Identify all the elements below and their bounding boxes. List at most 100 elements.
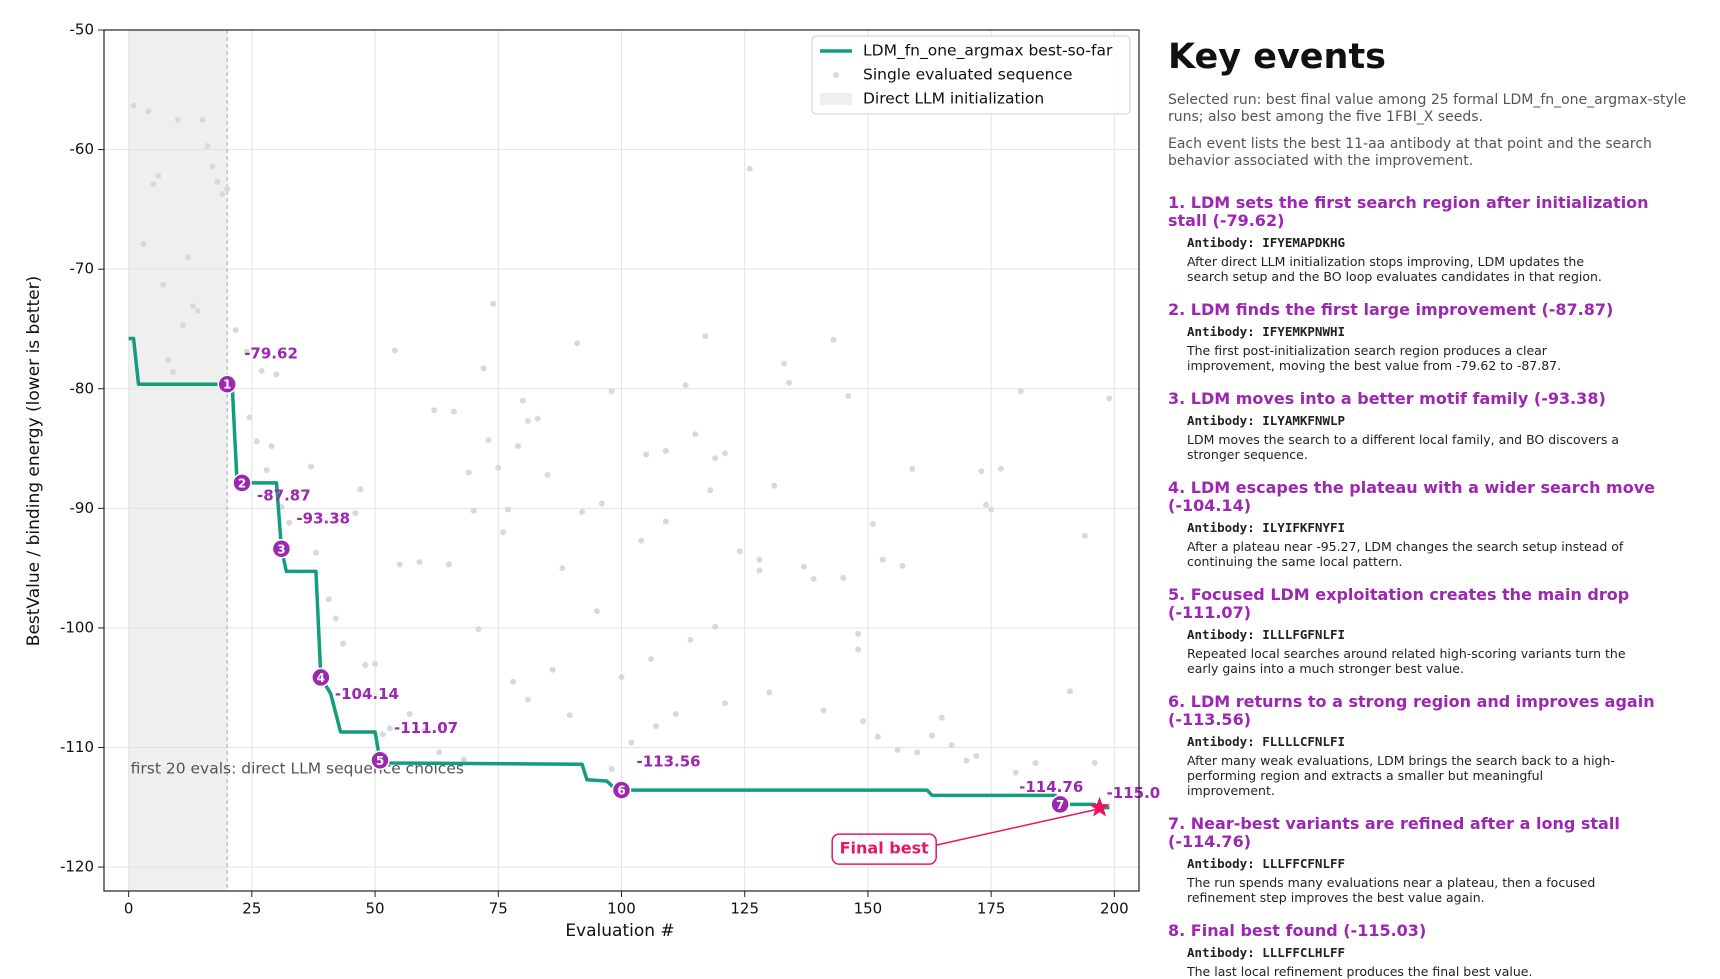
sample-point [406, 711, 413, 718]
event-value-label: -87.87 [257, 486, 311, 504]
sample-point [707, 487, 714, 494]
sample-point [214, 178, 221, 185]
panel-title: Key events [1168, 37, 1387, 77]
sample-point [450, 408, 457, 415]
y-tick-label: -120 [60, 858, 94, 876]
sample-point [184, 254, 191, 261]
sample-point [800, 563, 807, 570]
chart: Evaluation # BestValue / binding energy … [24, 21, 1160, 942]
sample-point [325, 596, 332, 603]
event-item: 8. Final best found (-115.03) Antibody: L… [1168, 922, 1713, 979]
sample-point [638, 537, 645, 544]
sample-point [357, 486, 364, 493]
event-value-label: -93.38 [296, 509, 350, 527]
sample-point [391, 347, 398, 354]
legend-label: Single evaluated sequence [863, 66, 1073, 84]
sample-point [830, 336, 837, 343]
sample-point [446, 561, 452, 568]
sample-point [352, 510, 359, 517]
intro-text: Selected run: best final value among 25 … [1168, 92, 1687, 125]
event-number: 6 [617, 784, 625, 798]
sample-point [702, 333, 709, 340]
sample-point [988, 506, 995, 513]
y-tick-label: -70 [70, 260, 95, 278]
sample-point [899, 562, 906, 569]
event-item: 5. Focused LDM exploitation creates the … [1168, 586, 1713, 677]
sample-point [879, 556, 886, 563]
sample-point [771, 482, 778, 489]
sample-point [722, 700, 728, 707]
sample-point [160, 281, 167, 288]
sample-point [756, 567, 763, 574]
sample-point [436, 749, 443, 756]
x-tick-label: 175 [977, 900, 1006, 918]
event-marker [1050, 794, 1070, 815]
sample-point [340, 640, 347, 647]
sample-point [515, 443, 521, 450]
x-tick-label: 0 [124, 900, 134, 918]
sample-point [574, 340, 581, 347]
page: Evaluation # BestValue / binding energy … [24, 20, 1687, 979]
sample-point [232, 327, 239, 334]
sample-point [746, 165, 753, 172]
x-tick-label: 200 [1100, 900, 1129, 918]
event-value-label: -114.76 [1019, 778, 1083, 796]
sample-point [963, 757, 970, 764]
event-marker [611, 780, 632, 800]
sample-point [549, 666, 556, 673]
sample-point [524, 696, 531, 703]
legend-box [811, 35, 1131, 115]
event-title: 2. LDM finds the first large improvement… [1168, 300, 1614, 319]
x-tick-label: 125 [730, 900, 759, 918]
y-tick-label: -50 [70, 21, 95, 39]
sample-point [470, 507, 477, 514]
sample-point [253, 438, 260, 445]
sample-point [948, 742, 955, 749]
event-title: 6. LDM returns to a strong region and im… [1168, 692, 1655, 729]
sample-point [544, 471, 551, 478]
sample-point [500, 529, 507, 536]
sample-point [179, 322, 186, 329]
key-events-panel: Key events Selected run: best final valu… [1168, 36, 1713, 979]
sample-point [756, 556, 763, 563]
x-tick-label: 75 [489, 900, 508, 918]
sample-point [246, 414, 253, 421]
x-tick-label: 25 [242, 900, 261, 918]
sample-point [810, 575, 817, 582]
legend-swatch [820, 93, 852, 105]
sample-point [973, 752, 980, 759]
plot-frame [103, 29, 1140, 892]
sample-point [894, 746, 901, 753]
x-axis-label: Evaluation # [565, 921, 674, 941]
sample-point [978, 468, 985, 475]
sample-point [874, 733, 881, 740]
sample-point [1091, 760, 1098, 767]
sample-point [598, 500, 605, 507]
event-antibody: Antibody: IFYEMKPNWHI [1187, 324, 1346, 339]
sample-point [293, 488, 300, 495]
sample-point [362, 661, 369, 668]
sample-point [130, 102, 137, 109]
event-item: 1. LDM sets the first search region afte… [1168, 194, 1713, 285]
sample-point [682, 382, 689, 389]
sample-point [1017, 388, 1024, 395]
sample-point [421, 727, 428, 734]
sample-point [258, 367, 265, 374]
sample-point [608, 388, 615, 395]
event-number: 7 [1056, 798, 1064, 812]
sample-point [929, 732, 935, 739]
sample-point [628, 739, 635, 746]
sample-point [263, 467, 270, 474]
sample-point [840, 574, 847, 581]
sample-point [914, 749, 921, 756]
y-tick-label: -90 [70, 499, 95, 517]
legend-swatch [833, 72, 839, 78]
callout-label: Final best [840, 839, 929, 858]
event-value-label: -79.62 [244, 345, 298, 363]
sample-point [155, 172, 162, 179]
legend-label: Direct LLM initialization [863, 90, 1044, 108]
sample-point [869, 520, 876, 527]
sample-point [286, 519, 293, 526]
y-tick-label: -80 [70, 379, 95, 397]
sample-point [312, 549, 319, 556]
